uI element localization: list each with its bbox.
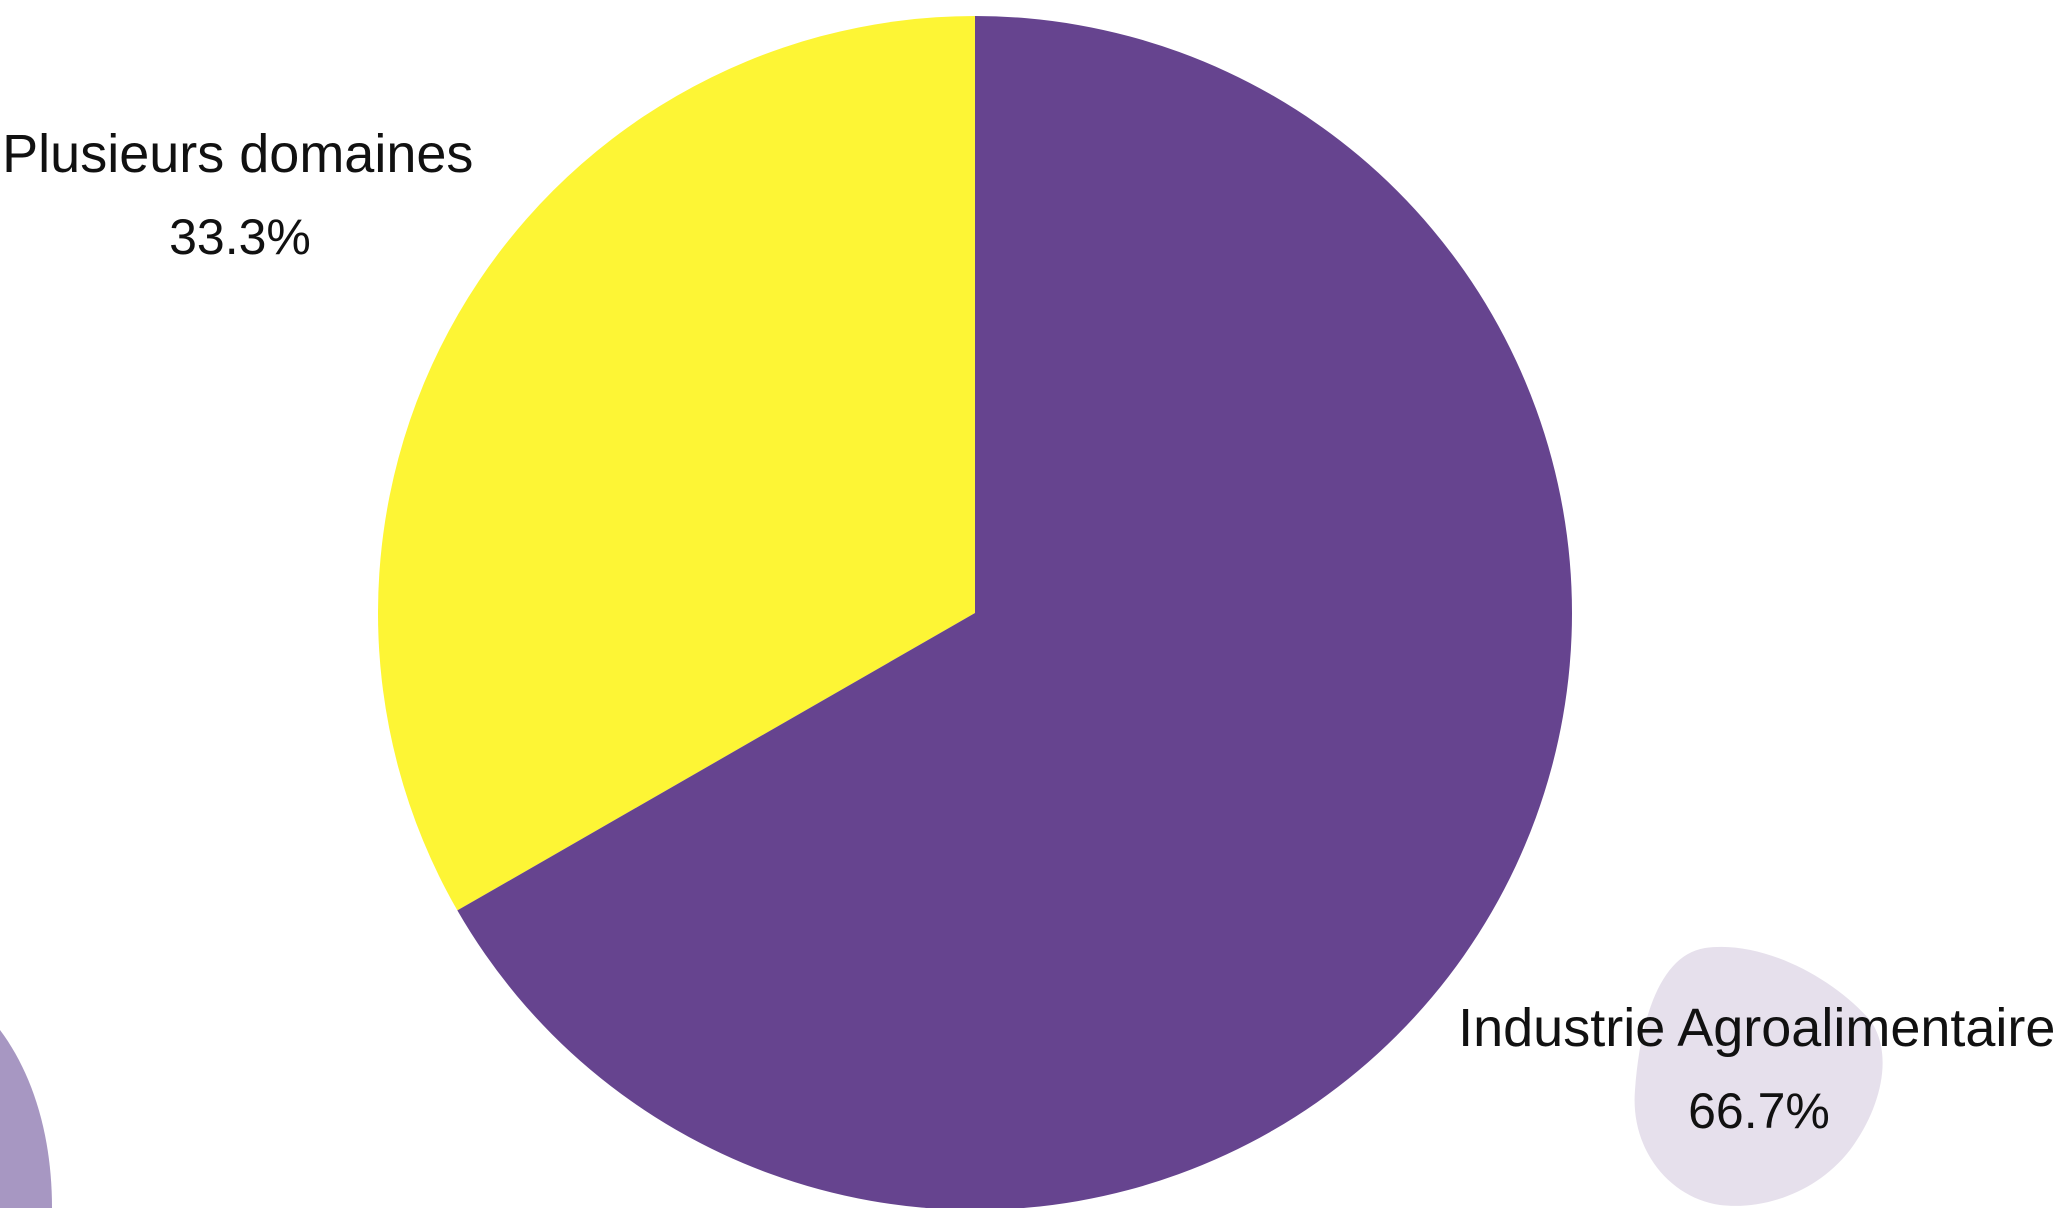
slice-percent: 33.3% (169, 209, 311, 265)
slice-name: Plusieurs domaines (2, 124, 473, 184)
decorative-blob (1634, 946, 1883, 1206)
pie-slice-industrie-agroalimentaire (457, 16, 1572, 1208)
slice-label-industrie-agroalimentaire: Industrie Agroalimentaire 66.7% (1458, 998, 2060, 1139)
slice-label-plusieurs-domaines: Plusieurs domaines 33.3% (2, 124, 478, 265)
decorative-corner-circle (0, 1030, 52, 1208)
slice-name: Industrie Agroalimentaire (1458, 998, 2055, 1058)
pie-slice-plusieurs-domaines (377, 16, 975, 911)
pie-slices (377, 16, 1572, 1208)
slice-percent: 66.7% (1688, 1083, 1830, 1139)
